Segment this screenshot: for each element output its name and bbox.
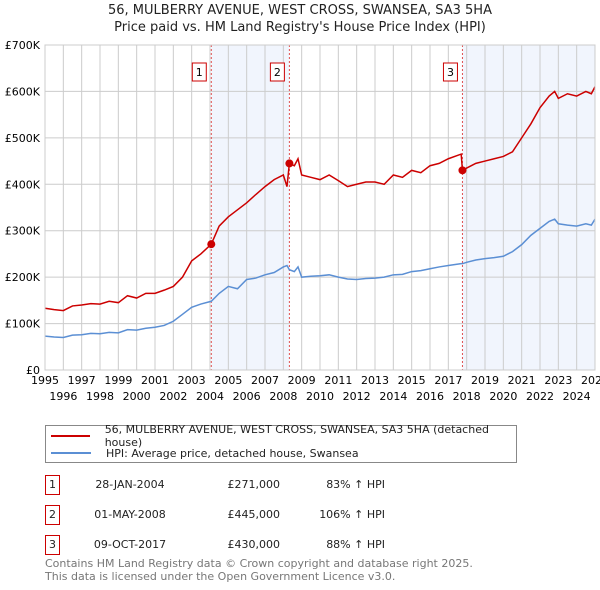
x-tick-label: 2015 (398, 374, 426, 387)
chart-title: 56, MULBERRY AVENUE, WEST CROSS, SWANSEA… (108, 3, 492, 18)
sale-hpi-change: 88% ↑ HPI (326, 538, 385, 551)
sale-label: 3 (447, 66, 454, 79)
series-line (44, 218, 596, 339)
sale-marker-badge: 3 (45, 535, 60, 555)
legend-item-hpi: HPI: Average price, detached house, Swan… (51, 445, 359, 461)
sale-price: £430,000 (227, 538, 281, 551)
x-tick-label: 2019 (471, 374, 499, 387)
x-tick-label: 2001 (141, 374, 169, 387)
x-tick-label: 1997 (68, 374, 96, 387)
y-tick-label: £400K (5, 178, 41, 191)
x-tick-label: 1995 (31, 374, 59, 387)
shaded-period (211, 45, 290, 370)
sale-date: 28-JAN-2004 (95, 478, 165, 491)
y-tick-label: £200K (5, 271, 41, 284)
x-tick-label: 2018 (453, 390, 481, 403)
footer-copyright: Contains HM Land Registry data © Crown c… (45, 557, 473, 570)
sale-label-box (269, 62, 285, 82)
sale-label-box (191, 62, 207, 82)
legend-label: HPI: Average price, detached house, Swan… (106, 446, 359, 460)
plot-border (44, 44, 596, 371)
y-tick-label: £100K (5, 318, 41, 331)
x-tick-label: 2013 (361, 374, 389, 387)
y-tick-label: £300K (5, 225, 41, 238)
x-tick-label: 2012 (343, 390, 371, 403)
y-tick-label: £600K (5, 85, 41, 98)
x-tick-label: 2008 (269, 390, 297, 403)
series-line (44, 86, 596, 312)
x-tick-label: 2007 (251, 374, 279, 387)
x-tick-label: 1996 (49, 390, 77, 403)
x-tick-label: 2006 (233, 390, 261, 403)
x-tick-label: 2002 (159, 390, 187, 403)
sale-date: 01-MAY-2008 (94, 508, 166, 521)
legend-item-property: 56, MULBERRY AVENUE, WEST CROSS, SWANSEA… (51, 423, 516, 449)
x-tick-label: 2003 (178, 374, 206, 387)
legend-label: 56, MULBERRY AVENUE, WEST CROSS, SWANSEA… (104, 423, 489, 449)
sale-price: £271,000 (227, 478, 281, 491)
x-tick-label: 2010 (306, 390, 334, 403)
x-tick-label: 2000 (123, 390, 151, 403)
x-tick-label: 1998 (86, 390, 114, 403)
x-tick-label: 2004 (196, 390, 224, 403)
footer-licence: This data is licensed under the Open Gov… (45, 570, 396, 583)
legend-swatch-red (51, 435, 90, 437)
sale-hpi-change: 106% ↑ HPI (319, 508, 385, 521)
x-tick-label: 1999 (104, 374, 132, 387)
sale-point (207, 240, 216, 249)
y-tick-label: £500K (5, 132, 41, 145)
sale-marker-badge: 2 (45, 505, 60, 525)
x-tick-label: 2011 (324, 374, 352, 387)
y-tick-label: £700K (5, 39, 41, 52)
x-tick-label: 2017 (434, 374, 462, 387)
chart-subtitle: Price paid vs. HM Land Registry's House … (114, 20, 486, 35)
sale-point (458, 166, 467, 175)
x-tick-label: 2014 (379, 390, 407, 403)
x-tick-label: 2025 (581, 374, 600, 387)
sale-marker-badge: 1 (45, 475, 60, 495)
shaded-period (462, 45, 595, 370)
x-tick-label: 2022 (526, 390, 554, 403)
sale-label: 1 (196, 66, 203, 79)
x-tick-label: 2016 (416, 390, 444, 403)
x-tick-label: 2009 (288, 374, 316, 387)
legend: 56, MULBERRY AVENUE, WEST CROSS, SWANSEA… (45, 423, 517, 463)
x-tick-label: 2020 (489, 390, 517, 403)
sale-row: 3 09-OCT-2017 £430,000 88% ↑ HPI (45, 535, 445, 555)
sale-date: 09-OCT-2017 (93, 538, 167, 551)
x-tick-label: 2021 (508, 374, 536, 387)
sale-price: £445,000 (227, 508, 281, 521)
x-tick-label: 2023 (544, 374, 572, 387)
sale-hpi-change: 83% ↑ HPI (326, 478, 385, 491)
x-tick-label: 2024 (563, 390, 591, 403)
y-tick-label: £0 (26, 364, 40, 377)
sale-point (285, 159, 294, 168)
x-tick-label: 2005 (214, 374, 242, 387)
legend-swatch-blue (51, 452, 91, 454)
sale-row: 2 01-MAY-2008 £445,000 106% ↑ HPI (45, 505, 445, 525)
sale-row: 1 28-JAN-2004 £271,000 83% ↑ HPI (45, 475, 445, 495)
footer: Contains HM Land Registry data © Crown c… (45, 557, 473, 583)
sale-label: 2 (274, 66, 281, 79)
sale-label-box (442, 62, 458, 82)
plot-area: 1995 1996 1997 1998 1999 2000 2001 2002 2003 2004… (5, 39, 600, 403)
